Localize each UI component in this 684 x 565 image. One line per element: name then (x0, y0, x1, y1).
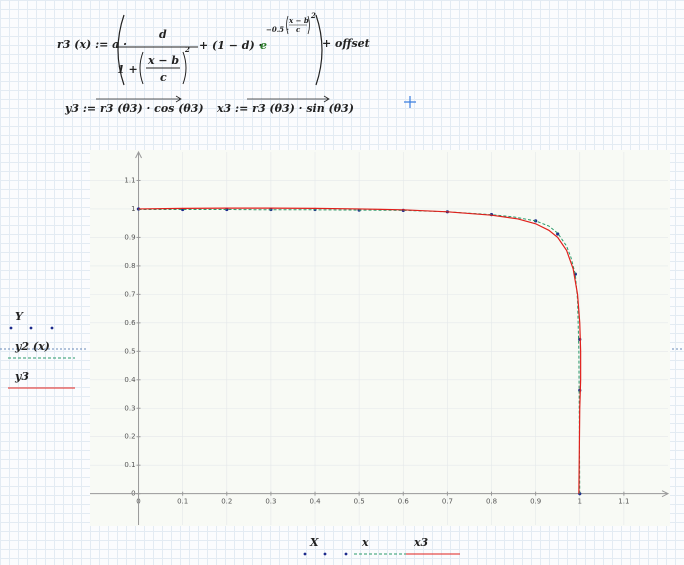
legend-label: y2 (x) (14, 340, 50, 353)
formula-text: + offset (322, 37, 370, 50)
paren (139, 51, 187, 85)
y-tick-label: 1.1 (124, 176, 135, 184)
paren (117, 14, 125, 86)
y-tick-label: 0.4 (124, 376, 136, 384)
legend-symbol (344, 552, 348, 556)
y-tick-label: 0.9 (124, 233, 135, 241)
formula-text: −0.5 · (266, 25, 289, 34)
formula-text: c (296, 25, 301, 34)
y-tick-label: 1 (131, 205, 135, 213)
plot: 0 0.1 0.2 0.3 0.4 0.5 0.6 0.7 0.8 0.9 1 1.100.10.20… (90, 150, 670, 525)
paren (315, 14, 323, 86)
formula-text: 1 + (117, 63, 138, 76)
y-tick-label: 0.3 (124, 404, 135, 412)
y-tick-label: 0.5 (124, 347, 135, 355)
formula-text: x − b (147, 54, 179, 67)
x-tick-label: 0.1 (177, 498, 188, 506)
y-tick-label: 0.7 (124, 290, 135, 298)
x-tick-label: 0.3 (265, 498, 276, 506)
y-tick-label: 0.8 (124, 262, 135, 270)
formula-text: c (160, 71, 167, 84)
data-point (225, 207, 229, 212)
x-tick-label: 0.5 (354, 498, 365, 506)
formula-text: 2 (310, 11, 316, 20)
paren (286, 15, 310, 35)
legend-symbol (9, 326, 13, 330)
y-tick-label: 0.2 (124, 433, 135, 441)
x-tick-label: 0.4 (309, 498, 321, 506)
x-tick-label: 0.2 (221, 498, 232, 506)
x-tick-label: 0.7 (442, 498, 453, 506)
legend-symbol (29, 326, 33, 330)
y-tick-label: 0.1 (124, 461, 135, 469)
legend-symbol (50, 326, 54, 330)
cursor (404, 96, 416, 108)
legend-label: X (309, 536, 319, 549)
x-tick-label: 1 (578, 498, 582, 506)
legend-symbol (323, 552, 327, 556)
formula-text: y3 := r3 (θ3) · cos (θ3) (64, 102, 204, 115)
x-tick-label: 0.8 (486, 498, 497, 506)
formula-text: x − b (288, 16, 309, 25)
x-tick-label: 1.1 (618, 498, 629, 506)
vectorize-arrow (96, 95, 182, 103)
formula-text: + (1 − d) · (199, 39, 263, 52)
data-line (138, 207, 582, 494)
x-tick-label: 0.9 (530, 498, 541, 506)
legend-label: x3 (413, 536, 429, 549)
formula-text: r3 (x) := a · (57, 38, 127, 51)
formula-text: d (159, 28, 167, 41)
formula-text: 2 (184, 45, 190, 54)
legend-label: x (361, 536, 369, 549)
legend-label: y3 (14, 370, 29, 383)
y-tick-label: 0.6 (124, 319, 136, 327)
formula-text: e (260, 39, 267, 52)
plot-area (90, 150, 670, 526)
x-axis (90, 490, 670, 498)
vectorize-arrow (247, 95, 330, 103)
y-axis (135, 150, 142, 525)
x-tick-label: 0.6 (398, 498, 410, 506)
legend-label: Y (15, 310, 24, 323)
data-line (138, 209, 581, 494)
formula-text: x3 := r3 (θ3) · sin (θ3) (216, 102, 354, 115)
legend-symbol (303, 552, 307, 556)
